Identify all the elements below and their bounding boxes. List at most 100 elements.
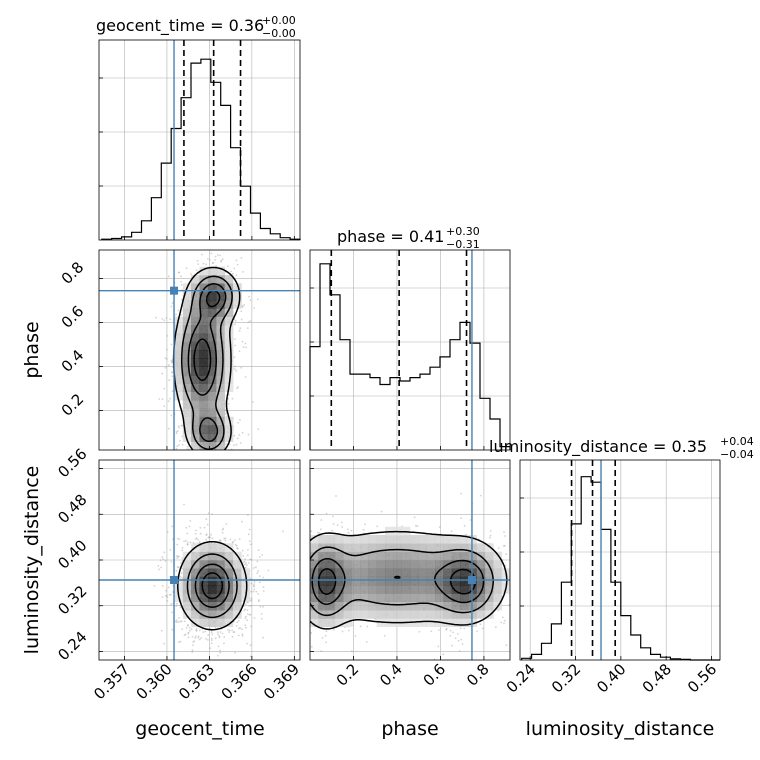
xtick-label-phase-1: 0.4 <box>376 660 406 690</box>
sample-point <box>242 346 245 348</box>
sample-point <box>232 631 235 634</box>
sample-point <box>160 629 163 632</box>
sample-point <box>162 558 165 561</box>
sample-point <box>262 590 265 592</box>
sample-point <box>249 577 252 580</box>
density-cell <box>216 283 226 292</box>
sample-point <box>261 554 264 556</box>
sample-point <box>241 628 243 631</box>
sample-point <box>332 515 334 518</box>
sample-point <box>171 628 174 631</box>
sample-point <box>169 318 172 321</box>
density-cell <box>191 408 200 417</box>
sample-point <box>354 635 357 637</box>
sample-point <box>236 453 238 455</box>
sample-point <box>513 602 515 604</box>
sample-point <box>164 560 167 562</box>
density-cell <box>191 400 200 409</box>
sample-point <box>166 596 169 599</box>
density-cell <box>418 601 427 611</box>
sample-point <box>249 543 252 546</box>
sample-point <box>233 365 236 368</box>
sample-point <box>239 418 241 421</box>
xtick-label-geocent_time-4: 0.369 <box>260 660 303 703</box>
sample-point <box>347 629 350 632</box>
sample-point <box>445 627 448 630</box>
sample-point <box>383 634 386 637</box>
density-cell <box>182 425 192 434</box>
density-cell <box>401 551 411 561</box>
density-cell <box>207 391 217 401</box>
sample-point <box>170 593 172 596</box>
density-cell <box>443 543 452 552</box>
sample-point <box>303 611 305 613</box>
sample-point <box>341 630 344 633</box>
density-cell <box>207 618 217 627</box>
sample-point <box>208 536 211 538</box>
density-cell <box>310 618 319 627</box>
density-cell <box>435 560 444 569</box>
sample-point <box>180 572 183 575</box>
sample-point <box>251 401 254 403</box>
sample-point <box>205 538 207 541</box>
sample-point <box>163 319 166 322</box>
density-cell <box>310 576 319 586</box>
density-cell <box>360 543 369 552</box>
density-cell <box>360 585 369 594</box>
density-cell <box>318 535 327 544</box>
density-cell <box>485 568 494 577</box>
sample-point <box>325 641 327 644</box>
pair-frame-geocent_time-vs-phase <box>98 249 301 451</box>
sample-point <box>257 549 260 552</box>
density-cell <box>493 568 502 577</box>
density-cell <box>385 593 394 602</box>
density-cell <box>426 568 436 577</box>
sample-point <box>258 556 261 558</box>
density-cell <box>216 416 226 426</box>
sample-point <box>365 641 368 643</box>
sample-point <box>244 624 247 627</box>
density-cell <box>318 593 327 602</box>
density-cell <box>224 300 234 309</box>
sample-point <box>176 566 179 568</box>
sample-point <box>179 620 182 623</box>
density-cell <box>343 535 352 544</box>
density-cell <box>233 568 242 577</box>
density-cell <box>199 366 209 376</box>
sample-point <box>241 305 244 308</box>
histogram-phase <box>309 263 511 450</box>
density-cell <box>224 416 234 426</box>
density-cell <box>233 283 242 292</box>
sample-point <box>167 400 170 403</box>
sample-point <box>223 636 226 638</box>
density-cell <box>460 535 469 544</box>
sample-point <box>197 538 199 541</box>
title-phase-sup: +0.30 <box>446 225 480 238</box>
density-cell <box>385 526 394 536</box>
density-cell <box>368 551 377 561</box>
density-cell <box>435 576 444 586</box>
contour-geocent_time-vs-phase-1 <box>180 275 233 450</box>
density-cell <box>335 618 344 627</box>
ytick-label-phase-0: 0.2 <box>58 390 88 420</box>
density-cell <box>207 408 217 417</box>
title-geocent-time-sup: +0.00 <box>262 14 296 27</box>
sample-point <box>210 639 213 642</box>
sample-point <box>195 537 198 539</box>
histogram-luminosity_distance <box>521 476 720 661</box>
sample-point <box>176 543 179 546</box>
density-cell <box>426 560 436 569</box>
sample-point <box>161 585 164 587</box>
density-cell <box>216 601 226 611</box>
sample-point <box>307 566 309 568</box>
sample-point <box>267 569 270 572</box>
text-layer: geocent_time = 0.36 +0.00 −0.00 phase = … <box>21 14 754 740</box>
density-cell <box>376 551 386 561</box>
sample-point <box>262 576 265 579</box>
sample-point <box>187 448 190 450</box>
sample-point <box>190 668 192 670</box>
density-cell <box>182 300 192 309</box>
ytick-label-luminosity_distance-0: 0.24 <box>54 628 90 664</box>
density-cell <box>451 560 461 569</box>
sample-point <box>193 640 196 643</box>
